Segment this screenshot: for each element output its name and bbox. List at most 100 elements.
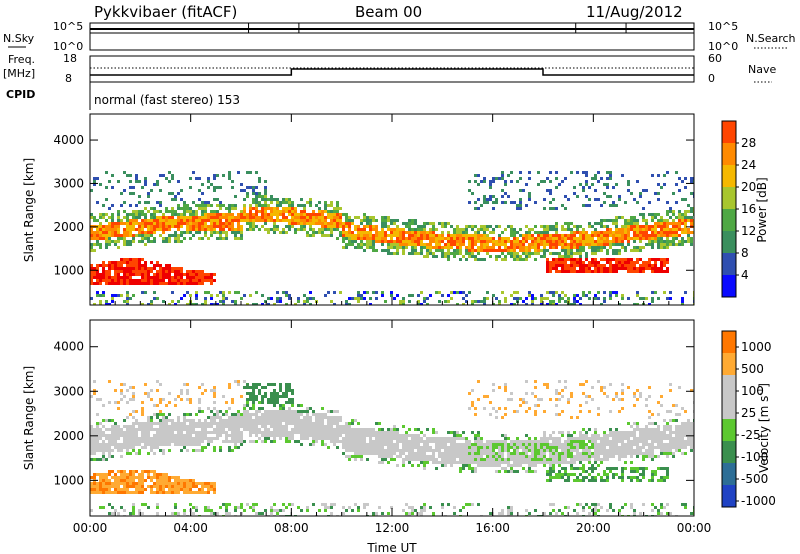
heatmap-cell	[288, 503, 291, 506]
heatmap-cell	[222, 297, 225, 300]
heatmap-cell	[204, 428, 207, 431]
heatmap-cell	[573, 252, 576, 255]
heatmap-cell	[447, 431, 450, 434]
heatmap-cell	[195, 449, 198, 452]
heatmap-cell	[252, 419, 255, 422]
heatmap-cell	[126, 440, 129, 443]
heatmap-cell	[198, 491, 201, 494]
heatmap-cell	[120, 434, 123, 437]
heatmap-cell	[396, 449, 399, 452]
heatmap-cell	[102, 485, 105, 488]
heatmap-cell	[147, 231, 150, 234]
heatmap-cell	[90, 246, 93, 249]
heatmap-cell	[489, 249, 492, 252]
heatmap-cell	[423, 225, 426, 228]
heatmap-cell	[609, 171, 612, 174]
heatmap-cell	[123, 476, 126, 479]
heatmap-cell	[333, 443, 336, 446]
heatmap-cell	[555, 177, 558, 180]
heatmap-cell	[153, 213, 156, 216]
heatmap-cell	[402, 243, 405, 246]
heatmap-cell	[144, 201, 147, 204]
heatmap-cell	[672, 240, 675, 243]
heatmap-cell	[204, 446, 207, 449]
heatmap-cell	[549, 171, 552, 174]
heatmap-cell	[303, 434, 306, 437]
heatmap-cell	[258, 195, 261, 198]
heatmap-cell	[471, 389, 474, 392]
heatmap-cell	[423, 297, 426, 300]
heatmap-cell	[237, 434, 240, 437]
heatmap-cell	[195, 297, 198, 300]
heatmap-cell	[405, 434, 408, 437]
heatmap-cell	[264, 219, 267, 222]
heatmap-cell	[153, 485, 156, 488]
heatmap-cell	[348, 243, 351, 246]
heatmap-cell	[633, 240, 636, 243]
heatmap-cell	[198, 440, 201, 443]
heatmap-cell	[498, 249, 501, 252]
heatmap-cell	[558, 243, 561, 246]
heatmap-cell	[552, 258, 555, 261]
heatmap-cell	[90, 282, 93, 285]
heatmap-cell	[408, 294, 411, 297]
heatmap-cell	[342, 506, 345, 509]
heatmap-cell	[93, 446, 96, 449]
heatmap-cell	[273, 434, 276, 437]
heatmap-cell	[576, 246, 579, 249]
heatmap-cell	[429, 243, 432, 246]
heatmap-cell	[642, 264, 645, 267]
heatmap-cell	[423, 455, 426, 458]
heatmap-cell	[336, 213, 339, 216]
heatmap-cell	[342, 452, 345, 455]
heatmap-cell	[447, 246, 450, 249]
heatmap-cell	[261, 207, 264, 210]
heatmap-cell	[111, 261, 114, 264]
heatmap-cell	[582, 240, 585, 243]
heatmap-cell	[282, 395, 285, 398]
heatmap-cell	[315, 413, 318, 416]
heatmap-cell	[567, 243, 570, 246]
heatmap-cell	[255, 219, 258, 222]
heatmap-cell	[117, 276, 120, 279]
heatmap-cell	[186, 204, 189, 207]
heatmap-cell	[234, 300, 237, 303]
heatmap-cell	[321, 437, 324, 440]
heatmap-cell	[516, 461, 519, 464]
heatmap-cell	[495, 410, 498, 413]
heatmap-cell	[651, 213, 654, 216]
heatmap-cell	[684, 210, 687, 213]
heatmap-cell	[228, 383, 231, 386]
heatmap-cell	[645, 267, 648, 270]
heatmap-cell	[120, 392, 123, 395]
heatmap-cell	[363, 428, 366, 431]
heatmap-cell	[117, 428, 120, 431]
heatmap-cell	[150, 491, 153, 494]
heatmap-cell	[477, 249, 480, 252]
heatmap-cell	[600, 204, 603, 207]
heatmap-cell	[387, 452, 390, 455]
heatmap-cell	[123, 189, 126, 192]
heatmap-cell	[174, 491, 177, 494]
heatmap-cell	[303, 419, 306, 422]
heatmap-cell	[111, 297, 114, 300]
heatmap-cell	[285, 201, 288, 204]
heatmap-cell	[201, 446, 204, 449]
heatmap-cell	[606, 249, 609, 252]
heatmap-cell	[222, 216, 225, 219]
heatmap-cell	[462, 297, 465, 300]
heatmap-cell	[297, 422, 300, 425]
heatmap-cell	[573, 270, 576, 273]
heatmap-cell	[156, 216, 159, 219]
heatmap-cell	[438, 234, 441, 237]
heatmap-cell	[492, 201, 495, 204]
heatmap-cell	[174, 270, 177, 273]
heatmap-cell	[102, 294, 105, 297]
heatmap-cell	[111, 434, 114, 437]
heatmap-cell	[213, 219, 216, 222]
heatmap-cell	[579, 267, 582, 270]
heatmap-cell	[114, 282, 117, 285]
heatmap-cell	[240, 422, 243, 425]
heatmap-cell	[528, 255, 531, 258]
heatmap-cell	[111, 419, 114, 422]
